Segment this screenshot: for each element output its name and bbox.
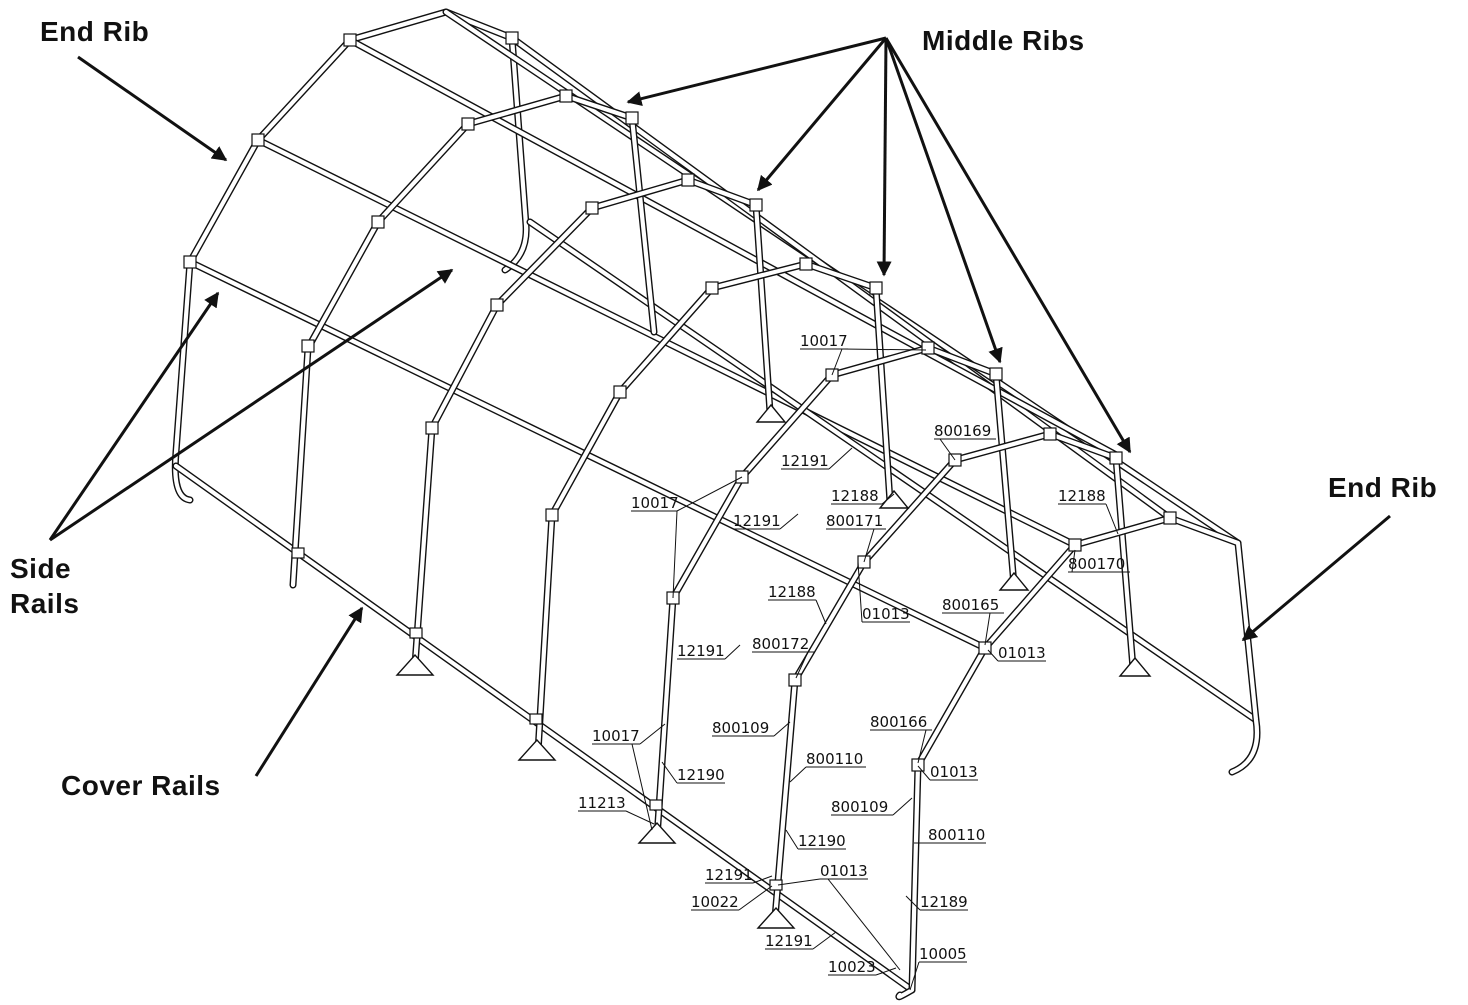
part-numbers: 10017 12191 10017 12191 800169 12188 800… [578,332,1130,991]
part-label: 12190 [677,766,725,784]
part-label: 12188 [831,487,879,505]
part-label: 12191 [733,512,781,530]
part-label: 800109 [831,798,888,816]
part-label: 800169 [934,422,991,440]
joints [183,31,1177,891]
part-label: 10017 [800,332,848,350]
part-label: 01013 [998,644,1046,662]
end-rib-rear [171,8,530,504]
part-label: 10023 [828,958,876,976]
part-label: 01013 [820,862,868,880]
part-label: 12188 [1058,487,1106,505]
part-label: 12188 [768,583,816,601]
part-label: 12189 [920,893,968,911]
middle-ribs-label: Middle Ribs [922,25,1085,56]
base-plates [395,403,1152,929]
callout-labels: End Rib Middle Ribs End Rib Side Rails C… [10,16,1437,801]
part-label: 10017 [592,727,640,745]
part-label: 800110 [928,826,985,844]
part-label: 12191 [705,866,753,884]
part-label: 800165 [942,596,999,614]
part-label: 12190 [798,832,846,850]
side-rails-label-line2: Rails [10,588,79,619]
cover-rails-label: Cover Rails [61,770,221,801]
part-label: 10022 [691,893,739,911]
part-label: 800172 [752,635,809,653]
part-label: 800171 [826,512,883,530]
part-label: 10005 [919,945,967,963]
part-label: 12191 [781,452,829,470]
part-label: 10017 [631,494,679,512]
part-label: 800110 [806,750,863,768]
part-label: 800166 [870,713,927,731]
part-label: 12191 [765,932,813,950]
end-rib-front [895,514,1261,1001]
part-label: 01013 [862,605,910,623]
part-label: 12191 [677,642,725,660]
part-label: 800109 [712,719,769,737]
callout-arrows [48,36,1391,777]
part-label: 11213 [578,794,626,812]
end-rib-label-left: End Rib [40,16,149,47]
end-rib-label-right: End Rib [1328,472,1437,503]
side-rails-label-line1: Side [10,553,71,584]
part-label: 800170 [1068,555,1125,573]
part-label: 01013 [930,763,978,781]
